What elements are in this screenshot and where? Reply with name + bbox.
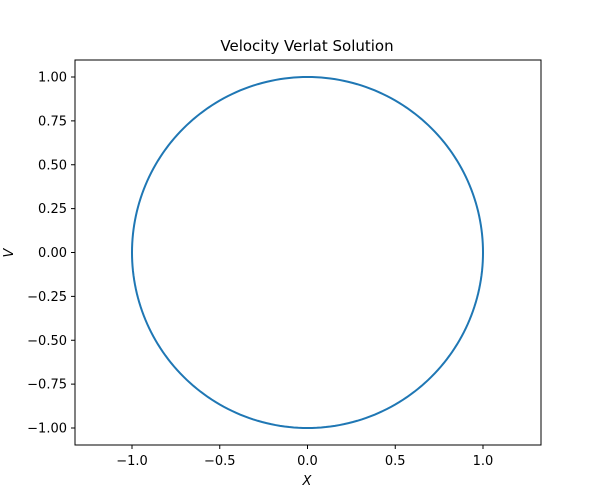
x-tick-label: 1.0: [473, 454, 494, 469]
y-axis: 1.00 0.75 0.50 0.25 0.00 −0.25 −0.50 −0.75 −1.00: [27, 71, 75, 437]
x-axis-label: X: [302, 474, 313, 489]
y-tick-label: −0.25: [27, 290, 67, 305]
y-tick-label: 0.75: [38, 114, 67, 129]
y-tick-label: −0.50: [27, 334, 67, 349]
x-tick-label: 0.5: [385, 454, 406, 469]
series-line: [130, 75, 485, 430]
x-tick-label: −1.0: [116, 454, 148, 469]
y-tick-label: 0.00: [38, 246, 67, 261]
chart-title: Velocity Verlat Solution: [220, 37, 393, 55]
y-tick-label: −1.00: [27, 422, 67, 437]
y-tick-label: 1.00: [38, 71, 67, 86]
x-tick-label: −0.5: [204, 454, 236, 469]
plot-area: [74, 59, 542, 446]
x-tick-label: 0.0: [297, 454, 318, 469]
y-axis-label: V: [2, 247, 17, 257]
y-tick-label: 0.50: [38, 158, 67, 173]
y-tick-label: −0.75: [27, 378, 67, 393]
y-tick-label: 0.25: [38, 202, 67, 217]
plot-frame: [74, 59, 542, 446]
x-axis: −1.0 −0.5 0.0 0.5 1.0: [116, 445, 493, 469]
